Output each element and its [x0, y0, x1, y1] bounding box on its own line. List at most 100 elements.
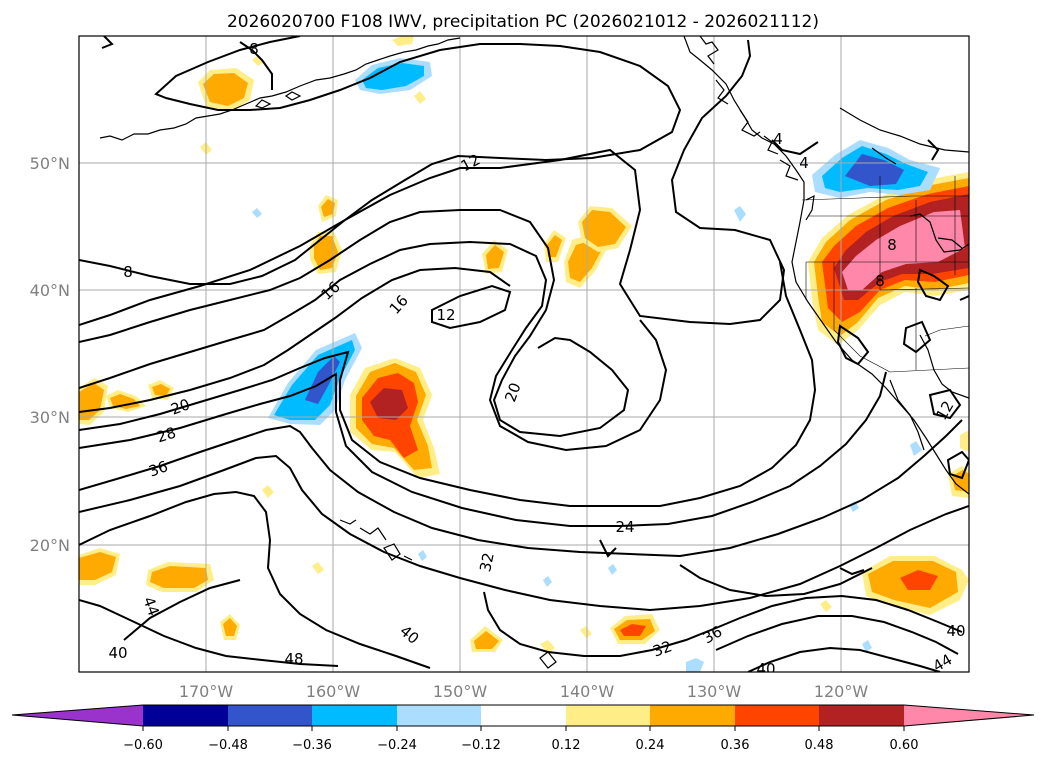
colorbar-tick-label: −0.12: [461, 738, 501, 753]
colorbar: −0.60 −0.48 −0.36 −0.24 −0.12 0.12 0.24 …: [11, 704, 1035, 753]
precip-positive-area: [203, 73, 248, 106]
contour-label: 40: [108, 644, 127, 662]
contour-line: [715, 615, 959, 655]
contour-label: 48: [284, 650, 303, 668]
colorbar-tick-label: 0.36: [721, 738, 750, 753]
lon-tick-label: 130°W: [687, 682, 742, 701]
coastlines: [99, 36, 969, 669]
contour-line: [927, 139, 940, 161]
lon-tick-label: 170°W: [179, 682, 234, 701]
precip-positive-area: [474, 631, 499, 649]
precip-positive-area: [580, 626, 592, 638]
colorbar-segment: [819, 705, 904, 726]
map-background: [79, 36, 969, 672]
colorbar-segment: [566, 705, 650, 726]
colorbar-tick-label: 0.48: [805, 738, 834, 753]
precip-negative-area: [910, 441, 922, 456]
contour-line: [79, 240, 668, 452]
lon-tick-label: 150°W: [433, 682, 488, 701]
precip-negative-area: [252, 208, 262, 218]
contour-line: [79, 266, 511, 413]
colorbar-segment: [735, 705, 819, 726]
contour-label: 40: [946, 622, 965, 640]
precip-negative-area: [686, 658, 704, 672]
precip-positive-area: [547, 235, 562, 257]
precip-positive-area: [582, 210, 626, 247]
lon-tick-label: 160°W: [306, 682, 361, 701]
precip-positive-area: [486, 245, 504, 269]
precip-positive-area: [321, 199, 335, 217]
contour-label: 8: [887, 236, 897, 254]
precip-shading: [79, 36, 969, 672]
colorbar-tick-label: −0.60: [123, 738, 163, 753]
longitude-labels: 170°W 160°W 150°W 140°W 130°W 120°W: [179, 682, 869, 701]
lat-tick-label: 20°N: [30, 536, 70, 555]
contour-line: [79, 599, 339, 667]
contour-label: 12: [436, 306, 455, 324]
contour-label: 20: [168, 395, 192, 418]
contour-line: [79, 39, 786, 326]
precip-positive-area: [152, 384, 170, 396]
colorbar-segment: [397, 705, 481, 726]
contour-line: [239, 41, 273, 90]
contour-line: [916, 268, 950, 302]
precip-positive-area: [960, 430, 969, 452]
precip-positive-area: [370, 388, 408, 420]
colorbar-segment: [904, 705, 1034, 726]
colorbar-segment: [312, 705, 397, 726]
precip-negative-area: [305, 356, 340, 404]
contour-label: 28: [154, 423, 178, 446]
map-frame: [78, 35, 970, 673]
precip-positive-area: [568, 240, 602, 282]
latitude-labels: 50°N 40°N 30°N 20°N: [30, 154, 70, 555]
contour-label: 44: [930, 650, 956, 675]
contour-label: 8: [875, 272, 885, 290]
precip-positive-area: [392, 36, 414, 46]
colorbar-tick-label: 0.12: [552, 738, 581, 753]
lon-tick-label: 140°W: [560, 682, 615, 701]
precip-negative-area: [418, 550, 427, 561]
contour-line: [771, 139, 819, 156]
colorbar-tick-label: −0.24: [377, 738, 417, 753]
contour-label: 44: [139, 594, 162, 618]
precip-negative-area: [362, 63, 424, 90]
precip-positive-area: [110, 394, 140, 409]
contour-line: [599, 539, 617, 558]
lat-tick-label: 30°N: [30, 408, 70, 427]
lat-tick-label: 40°N: [30, 281, 70, 300]
precip-positive-area: [252, 55, 264, 66]
precip-negative-area: [543, 576, 552, 587]
colorbar-segment: [12, 705, 143, 726]
precip-positive-area: [79, 552, 116, 580]
contour-label: 32: [476, 551, 498, 573]
contour-line: [483, 591, 963, 657]
colorbar-tick-label: −0.48: [208, 738, 248, 753]
contour-line: [928, 388, 962, 420]
contour-label: 8: [123, 263, 133, 281]
contour-label: 36: [146, 457, 170, 480]
contour-line: [79, 209, 630, 438]
contour-label: 32: [650, 637, 674, 660]
precip-positive-area: [150, 566, 208, 588]
contour-line: [959, 295, 969, 301]
contour-line: [839, 567, 865, 576]
contour-line: [79, 261, 817, 507]
contour-line: [431, 284, 512, 330]
contour-label: 20: [501, 380, 524, 404]
colorbar-tick-label: −0.36: [292, 738, 332, 753]
contour-line: [679, 564, 873, 598]
contour-line: [836, 324, 870, 366]
precip-positive-area: [314, 236, 338, 270]
precip-positive-area: [842, 210, 965, 290]
contour-label: 4: [773, 130, 783, 148]
lat-tick-label: 50°N: [30, 154, 70, 173]
precip-positive-area: [223, 618, 237, 636]
precip-positive-area: [312, 562, 324, 574]
precip-positive-area: [620, 624, 646, 636]
political-borders: [801, 176, 969, 373]
colorbar-segment: [143, 705, 228, 726]
precip-negative-area: [862, 640, 872, 652]
contour-line: [79, 419, 963, 558]
iwv-contours: [79, 36, 969, 672]
contour-line: [79, 454, 969, 612]
